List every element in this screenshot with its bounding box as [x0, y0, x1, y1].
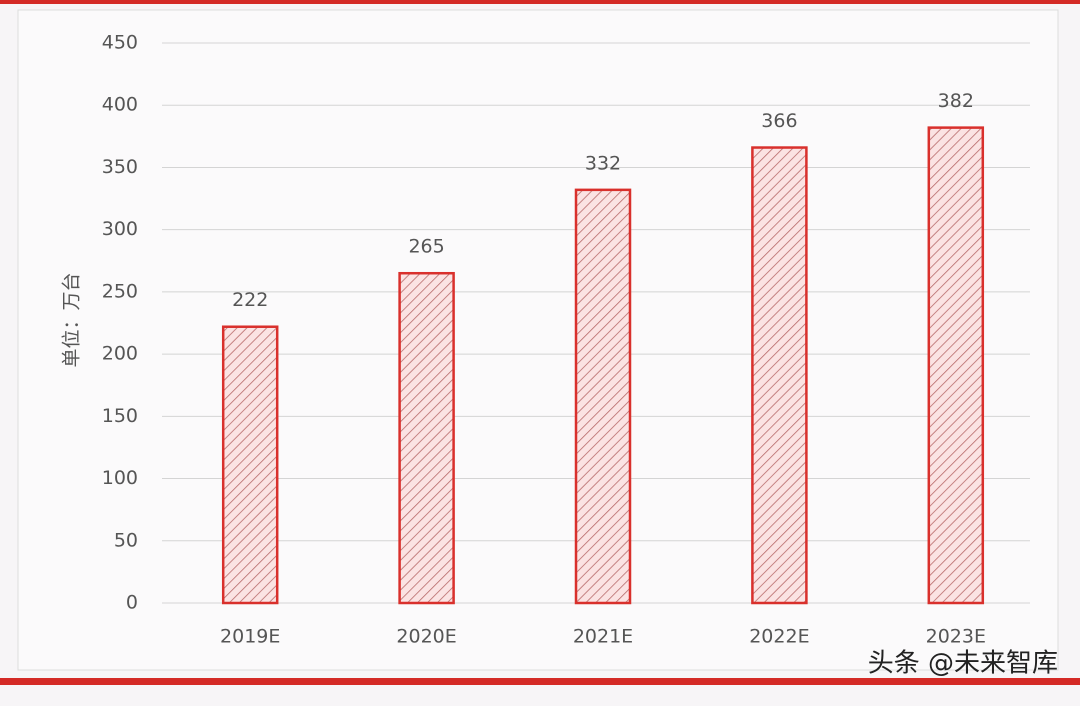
- x-tick-label: 2023E: [926, 626, 986, 648]
- bar: [221, 325, 279, 605]
- x-tick-label: 2020E: [396, 626, 456, 648]
- y-tick-label: 300: [102, 218, 138, 240]
- bar: [927, 126, 985, 605]
- value-label: 332: [585, 152, 621, 174]
- value-label: 222: [232, 289, 268, 311]
- x-tick-label: 2021E: [573, 626, 633, 648]
- value-label: 366: [761, 110, 797, 132]
- y-tick-label: 450: [102, 32, 138, 54]
- y-tick-label: 250: [102, 280, 138, 302]
- watermark: 头条 @未来智库: [868, 649, 1058, 679]
- value-label: 265: [408, 236, 444, 258]
- bar: [398, 271, 455, 605]
- y-tick-label: 50: [114, 529, 138, 551]
- y-tick-label: 100: [102, 467, 138, 489]
- bottom-rule: [0, 678, 1080, 685]
- y-tick-label: 350: [102, 156, 138, 178]
- plot-panel: [17, 9, 1059, 671]
- x-tick-label: 2022E: [749, 626, 809, 648]
- y-tick-label: 400: [102, 94, 138, 116]
- bar: [751, 146, 808, 605]
- value-label: 382: [938, 90, 974, 112]
- y-tick-label: 0: [126, 592, 138, 614]
- y-tick-label: 200: [102, 343, 138, 365]
- y-tick-label: 150: [102, 405, 138, 427]
- x-tick-label: 2019E: [220, 626, 280, 648]
- bar: [574, 188, 632, 605]
- y-axis-label: 单位：万台: [61, 272, 83, 367]
- top-rule: [0, 0, 1080, 4]
